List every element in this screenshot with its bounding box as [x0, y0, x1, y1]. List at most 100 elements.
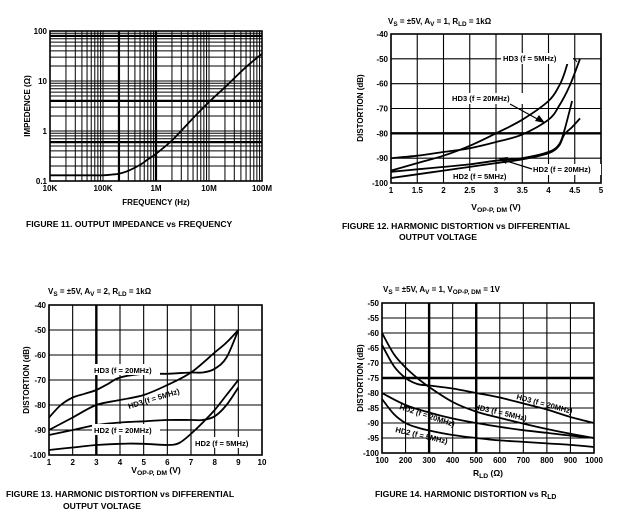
series-line-2	[48, 387, 240, 436]
series-line-0	[390, 56, 571, 172]
x-tick-label: 1M	[150, 184, 161, 193]
chart-subtitle: VS = ±5V, AV = 2, RLD = 1kΩ	[48, 287, 152, 298]
x-tick-label: 7	[189, 458, 194, 467]
x-tick-label: 100M	[252, 184, 272, 193]
x-tick-label: 4	[546, 186, 551, 195]
x-tick-label: 10K	[43, 184, 58, 193]
y-tick-label: -60	[34, 351, 46, 360]
series-line-3	[390, 117, 581, 179]
curve-label: HD2 (f = 5MHz)	[195, 439, 249, 448]
x-tick-label: 1.5	[412, 186, 424, 195]
y-tick-label: -80	[34, 401, 46, 410]
x-axis-title: RLD (Ω)	[473, 468, 503, 480]
x-tick-label: 2	[70, 458, 75, 467]
series-line-0	[381, 344, 595, 424]
chart-subtitle: VS = ±5V, AV = 1, VOP-P, DM = 1V	[383, 285, 501, 296]
y-tick-label: -70	[34, 376, 46, 385]
grid	[381, 302, 595, 454]
x-tick-label: 900	[564, 456, 578, 465]
x-tick-label: 2.5	[464, 186, 476, 195]
curve-label: HD2 (f = 5MHz)	[453, 172, 507, 181]
y-tick-label: 1	[43, 127, 48, 136]
y-axis-title: DISTORTION (dB)	[22, 346, 31, 414]
series-line-0	[48, 329, 240, 419]
x-axis-title: VOP-P, DM (V)	[131, 465, 181, 477]
x-tick-label: 5	[599, 186, 604, 195]
y-tick-label: -80	[367, 389, 379, 398]
x-tick-label: 600	[493, 456, 507, 465]
label-bg	[531, 164, 601, 175]
label-bg	[451, 171, 517, 182]
y-axis-title: IMPEDENCE (Ω)	[23, 75, 32, 137]
series-line-2	[381, 392, 595, 439]
label-bg	[450, 93, 524, 104]
chart-subtitle: VS = ±5V, AV = 1, RLD = 1kΩ	[388, 17, 492, 28]
x-tick-label: 500	[470, 456, 484, 465]
curve-label: HD3 (f = 20MHz)	[94, 366, 152, 375]
x-tick-label: 800	[540, 456, 554, 465]
y-tick-label: 100	[34, 27, 48, 36]
curve-label: HD3 (f = 5MHz)	[474, 402, 528, 423]
y-tick-label: -100	[372, 179, 389, 188]
series-line-1	[48, 329, 239, 431]
y-tick-label: -50	[367, 299, 379, 308]
y-tick-label: 0.1	[36, 177, 48, 186]
grid	[50, 31, 262, 181]
x-tick-label: 10	[258, 458, 267, 467]
x-tick-label: 1	[389, 186, 394, 195]
x-tick-label: 3	[494, 186, 499, 195]
curve-label: HD2 (f = 20MHz)	[94, 426, 152, 435]
x-tick-label: 300	[422, 456, 436, 465]
series-line-1	[381, 332, 595, 439]
y-tick-label: -40	[376, 30, 388, 39]
x-tick-label: 8	[212, 458, 217, 467]
figure-caption: FIGURE 14. HARMONIC DISTORTION vs RLD	[375, 489, 556, 501]
y-tick-label: -100	[363, 449, 380, 458]
label-bg	[92, 424, 160, 435]
x-tick-label: 9	[236, 458, 241, 467]
leader-line	[509, 103, 542, 122]
y-tick-label: -95	[367, 434, 379, 443]
chart-fig13: 1 2 3 4 5 6 7 8 9 10 -40 -50 -60 -70 -80 -90 -100 VS = ±5…	[6, 287, 267, 511]
y-tick-label: -70	[376, 105, 388, 114]
chart-fig11: 10K 100K 1M 10M 100M 0.1 1 10 100 FREQUENCY (Hz) I…	[23, 27, 272, 229]
label-bg	[193, 437, 259, 448]
x-axis-title: FREQUENCY (Hz)	[122, 198, 190, 207]
y-tick-label: -55	[367, 314, 379, 323]
y-tick-label: -100	[30, 451, 47, 460]
x-tick-label: 10M	[201, 184, 217, 193]
label-bg	[92, 364, 160, 375]
y-tick-label: -40	[34, 301, 46, 310]
x-tick-label: 100	[375, 456, 389, 465]
series-line-3	[381, 398, 595, 448]
x-tick-label: 1	[47, 458, 52, 467]
y-tick-label: -85	[367, 404, 379, 413]
y-tick-label: -50	[376, 55, 388, 64]
plot-frame	[381, 302, 595, 454]
plot-frame	[49, 30, 263, 182]
y-tick-label: -60	[376, 80, 388, 89]
chart-fig12: 1 1.5 2 2.5 3 3.5 4 4.5 5 -40 -50 -60 -70 -80 -90 -100 V…	[342, 17, 604, 242]
series-line-2	[390, 100, 573, 173]
series-line-0	[49, 53, 263, 177]
leader-line	[573, 57, 578, 63]
curve-label: HD3 (f = 20MHz)	[452, 94, 510, 103]
x-tick-label: 700	[517, 456, 531, 465]
figure-caption: FIGURE 11. OUTPUT IMPEDANCE vs FREQUENCY	[26, 219, 233, 229]
x-axis-title: VOP-P, DM (V)	[471, 202, 521, 214]
curve-label: HD3 (f = 5MHz)	[503, 54, 557, 63]
x-tick-label: 200	[399, 456, 413, 465]
figure-caption: FIGURE 13. HARMONIC DISTORTION vs DIFFER…	[6, 489, 234, 499]
plot-frame	[390, 33, 602, 184]
x-tick-label: 2	[441, 186, 446, 195]
label-bg	[501, 53, 573, 64]
series-line-3	[48, 379, 240, 451]
plot-frame	[48, 304, 263, 456]
y-tick-label: -90	[34, 426, 46, 435]
figure-caption-line2: OUTPUT VOLTAGE	[63, 501, 141, 511]
x-tick-label: 3	[94, 458, 99, 467]
x-tick-label: 400	[446, 456, 460, 465]
x-tick-label: 5	[141, 458, 146, 467]
y-tick-label: -90	[367, 419, 379, 428]
